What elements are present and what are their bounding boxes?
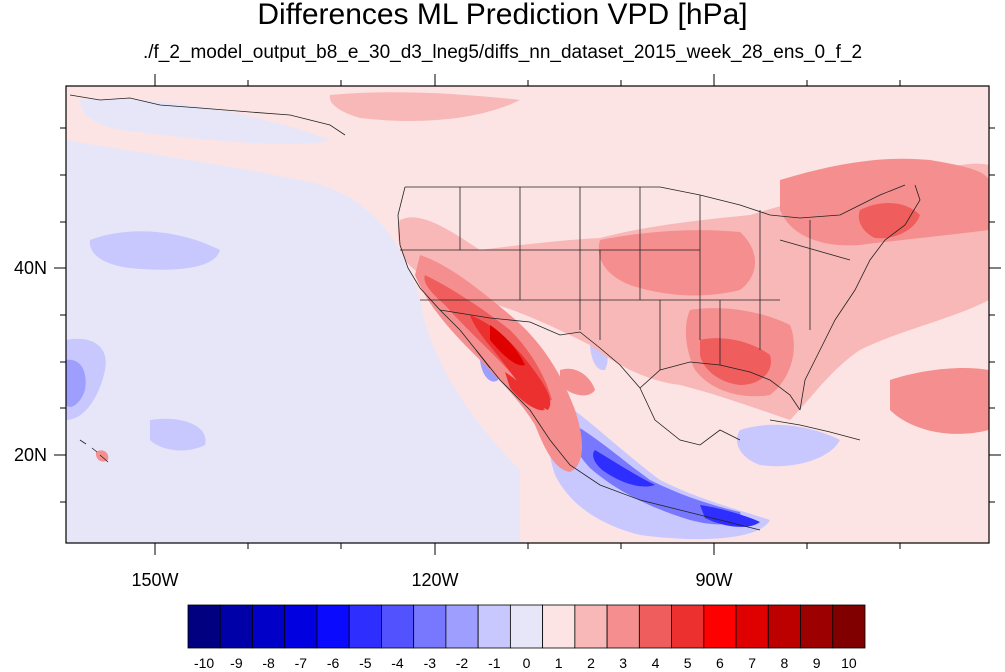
colorbar-swatch [187,604,221,649]
colorbar-tick-label: -8 [262,655,275,671]
colorbar-tick-label: 7 [748,655,757,671]
field-patch [150,418,206,451]
colorbar-swatch [445,604,479,649]
us-mexico-border [439,309,641,389]
colorbar-tick-label: -2 [455,655,469,671]
colorbar-swatch [477,604,511,649]
alaska-coast [69,94,346,136]
colorbar-swatch [735,604,769,649]
field-patch [560,368,595,396]
state-lines [400,187,851,370]
colorbar-tick-label: 8 [780,655,789,671]
colorbar-swatch [800,604,834,649]
colorbar-swatch [574,604,608,649]
colorbar-swatch [509,604,544,649]
axis-ticks [54,74,1001,555]
colorbar-tick-label: 6 [715,655,724,671]
mexico-coast [475,349,761,531]
east-coast [799,184,921,411]
colorbar-swatch [638,604,672,649]
lon-label-150w: 150W [131,570,179,590]
plot-title: Differences ML Prediction VPD [hPa] [257,0,748,31]
colorbar-tick-label: 3 [619,655,628,671]
field-patch [548,400,770,540]
lon-label-120w: 120W [411,570,459,590]
colorbar-tick-label: -1 [488,655,501,671]
field-patch [95,450,109,462]
colorbar-tick-label: 5 [683,655,692,671]
field-patch [890,368,989,434]
field-patch [736,424,840,467]
colorbar-swatch [703,604,737,649]
colorbar-swatch [832,604,866,649]
field-patch [598,230,755,296]
colorbar-swatch [413,604,447,649]
field-patch [329,92,520,121]
field-patch [505,372,545,411]
colorbar-swatch [606,604,640,649]
gulf-coast [639,361,801,411]
colorbar [187,604,866,649]
field-patch [858,203,920,239]
field-patch [700,505,760,527]
hawaii-outline [79,439,109,463]
colorbar-swatch [219,604,253,649]
colorbar-tick-label: -9 [230,655,243,671]
yucatan [639,387,741,446]
lon-label-90w: 90W [695,570,733,590]
colorbar-swatch [381,604,415,649]
colorbar-swatch [252,604,286,649]
lat-label-20n: 20N [14,445,48,465]
us-northern-border [405,184,906,219]
plot-subtitle: ./f_2_model_output_b8_e_30_d3_lneg5/diff… [142,42,863,63]
colorbar-swatch [767,604,801,649]
colorbar-tick-label: 4 [651,655,660,671]
colorbar-tick-label: -3 [423,655,437,671]
colorbar-tick-label: 1 [554,655,563,671]
colorbar-tick-label: -7 [294,655,308,671]
colorbar-tick-label: 10 [841,655,857,671]
field-patch [490,325,525,366]
colorbar-tick-label: 0 [522,655,531,671]
cuba [769,419,861,441]
colorbar-tick-label: 2 [587,655,595,671]
lat-label-40n: 40N [14,258,48,278]
colorbar-swatch [348,604,382,649]
map-field [66,86,989,543]
colorbar-tick-label: -4 [391,655,404,671]
colorbar-tick-label: -10 [193,655,215,671]
field-patch [593,450,655,487]
field-patch [66,359,86,407]
colorbar-tick-label: -6 [326,655,340,671]
colorbar-swatch [671,604,705,649]
field-patch [780,158,989,246]
colorbar-swatch [542,604,576,649]
colorbar-tick-label: -5 [359,655,372,671]
coastline-west [397,186,491,369]
field-patch [80,99,330,145]
field-patch [89,231,220,270]
colorbar-tick-label: 9 [812,655,821,671]
colorbar-swatch [284,604,318,649]
colorbar-swatch [316,604,350,649]
political-boundaries [69,94,921,531]
